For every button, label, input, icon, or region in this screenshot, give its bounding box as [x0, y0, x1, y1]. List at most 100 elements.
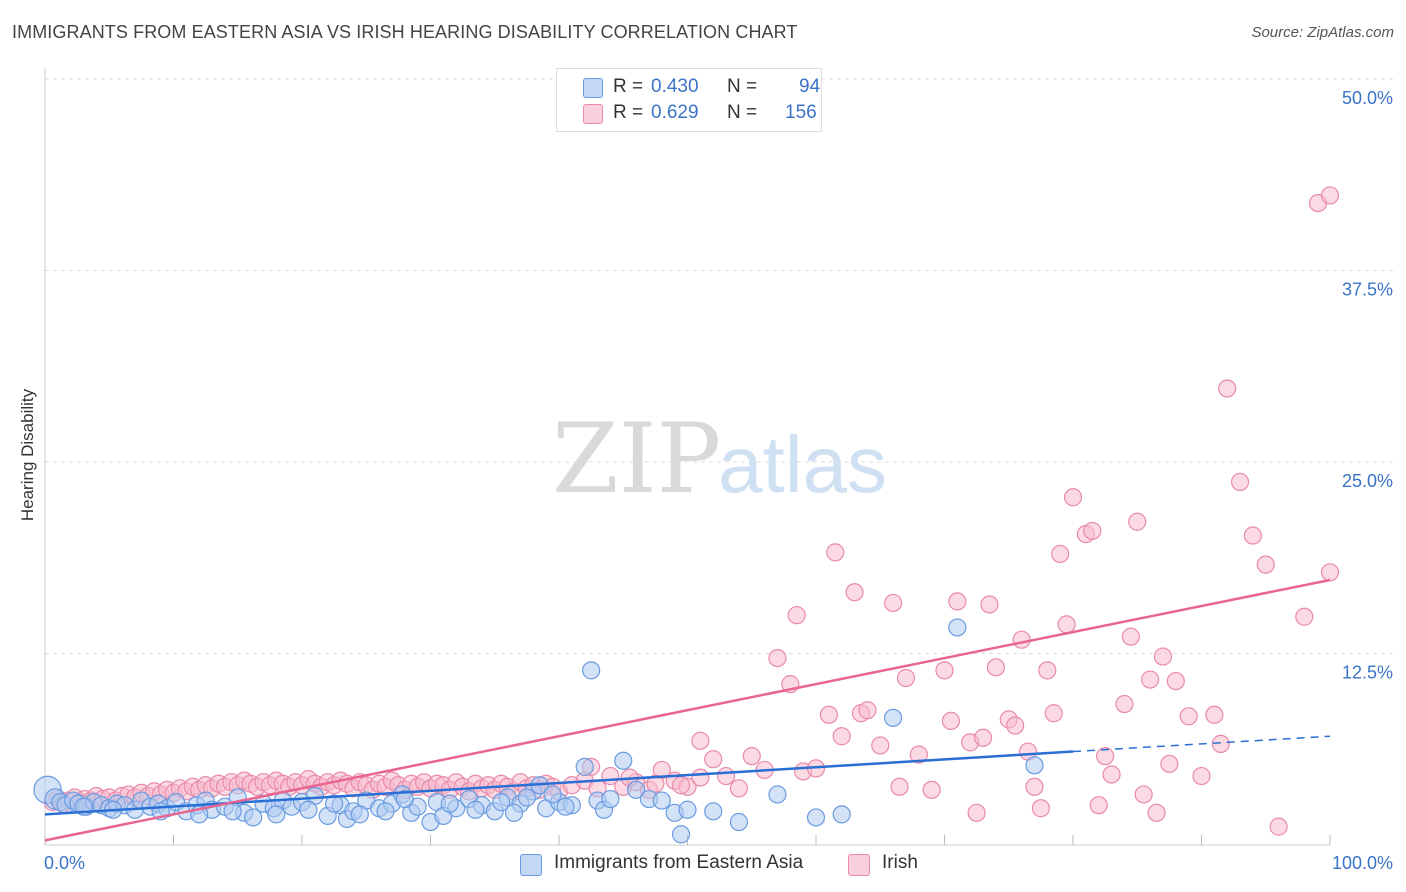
chart-title: IMMIGRANTS FROM EASTERN ASIA VS IRISH HE…: [12, 22, 798, 42]
irish-point: [1038, 661, 1057, 680]
eastern-asia-point: [223, 802, 242, 821]
eastern-asia-point: [768, 785, 787, 804]
irish-point: [1102, 765, 1121, 784]
irish-point: [935, 661, 954, 680]
irish-point: [1128, 512, 1147, 531]
watermark-zip: ZIP: [552, 403, 721, 515]
eastern-asia-point: [517, 788, 536, 807]
irish-point: [691, 731, 710, 750]
irish-point: [890, 777, 909, 796]
irish-point: [1025, 777, 1044, 796]
eastern-asia-point: [1025, 756, 1044, 775]
irish-point: [787, 606, 806, 625]
irish-point: [1083, 521, 1102, 541]
irish-point: [704, 750, 723, 769]
irish-point: [671, 776, 691, 795]
eastern-asia-point: [601, 789, 620, 809]
irish-point: [819, 705, 838, 724]
irish-point: [742, 747, 761, 766]
eastern-asia-point: [671, 825, 691, 844]
irish-point: [967, 803, 986, 822]
irish-point: [768, 648, 787, 668]
irish-point: [729, 779, 749, 798]
irish-point: [1089, 796, 1108, 815]
x-tick-label: 100.0%: [1332, 853, 1393, 873]
irish-trend-line: [44, 578, 1331, 842]
irish-point: [716, 766, 736, 786]
irish-point: [883, 593, 903, 613]
legend-swatch-blue: [583, 78, 603, 98]
irish-point: [858, 701, 877, 720]
eastern-asia-point: [575, 757, 594, 776]
irish-point: [1205, 705, 1224, 724]
irish-point: [1006, 716, 1025, 735]
bottom-legend-label: Irish: [882, 852, 918, 873]
eastern-asia-point: [729, 812, 749, 832]
irish-point: [826, 543, 845, 562]
y-tick-label: 25.0%: [1342, 471, 1393, 491]
eastern-asia-point: [543, 785, 562, 804]
irish-point: [1057, 615, 1076, 634]
irish-point: [1256, 555, 1275, 574]
eastern-asia-trend-line: [44, 750, 1074, 816]
eastern-asia-point: [614, 751, 633, 770]
points-layer: [33, 186, 1340, 844]
legend-n-value: 94: [799, 76, 821, 97]
y-tick-label: 37.5%: [1342, 280, 1393, 300]
irish-point: [1160, 754, 1179, 773]
irish-point: [1031, 799, 1050, 818]
legend-swatch-pink: [583, 104, 603, 124]
legend-n-label: N =: [727, 76, 758, 97]
irish-point: [1166, 671, 1185, 691]
eastern-asia-point: [582, 661, 601, 680]
eastern-asia-point: [376, 802, 395, 821]
irish-point: [1147, 803, 1166, 822]
irish-point: [948, 592, 967, 611]
watermark-atlas: atlas: [718, 420, 887, 509]
irish-point: [1051, 544, 1070, 564]
eastern-asia-trend-extension: [1072, 735, 1331, 753]
irish-point: [1153, 647, 1173, 666]
irish-point: [1134, 785, 1153, 804]
irish-point: [941, 711, 961, 731]
eastern-asia-point: [325, 794, 344, 813]
x-tick-label: 0.0%: [44, 853, 85, 873]
eastern-asia-point: [504, 803, 524, 822]
eastern-asia-point: [678, 800, 697, 819]
eastern-asia-point: [299, 800, 318, 819]
irish-point: [909, 745, 928, 764]
irish-point: [896, 668, 916, 688]
irish-point: [1115, 694, 1134, 714]
eastern-asia-point: [806, 808, 826, 827]
irish-point: [1063, 488, 1083, 507]
irish-point: [646, 774, 665, 793]
eastern-asia-point: [244, 808, 263, 827]
irish-point: [1179, 707, 1198, 726]
irish-point: [986, 658, 1006, 677]
irish-point: [1044, 704, 1063, 723]
eastern-asia-point: [440, 794, 459, 813]
irish-point: [691, 768, 710, 787]
irish-point: [832, 727, 851, 746]
eastern-asia-point: [652, 791, 671, 810]
eastern-asia-point: [395, 789, 414, 809]
source-label: Source: ZipAtlas.com: [1251, 24, 1394, 41]
grid-layer: [45, 78, 1395, 654]
irish-point: [1121, 627, 1140, 646]
trend-layer: [44, 578, 1331, 842]
legend-n-value: 156: [785, 102, 817, 123]
eastern-asia-point: [350, 805, 369, 824]
irish-point: [1218, 379, 1237, 398]
eastern-asia-point: [556, 797, 575, 816]
bottom-legend-swatch-pink: [848, 854, 870, 876]
irish-point: [922, 780, 941, 799]
legend-r-label: R =: [613, 102, 644, 123]
irish-point: [1320, 563, 1340, 582]
irish-point: [1295, 607, 1314, 626]
irish-point: [1211, 734, 1230, 753]
irish-point: [1230, 472, 1250, 492]
irish-point: [1269, 817, 1288, 836]
irish-point: [1140, 670, 1160, 689]
eastern-asia-point: [704, 802, 723, 821]
legend-r-value: 0.629: [651, 102, 699, 123]
